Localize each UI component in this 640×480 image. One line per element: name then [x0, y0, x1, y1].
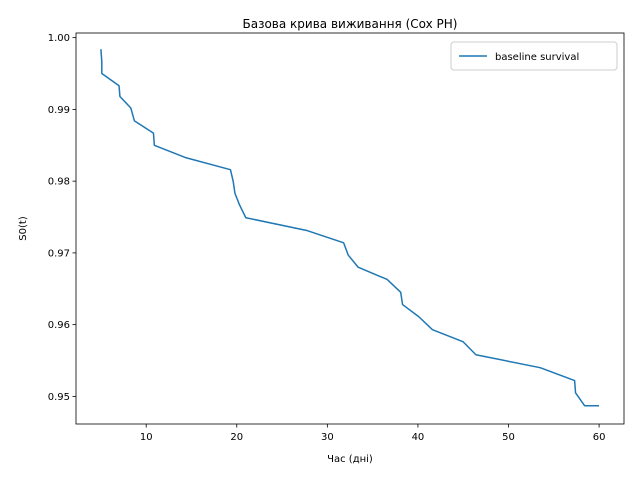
- x-axis-label: Час (дні): [327, 453, 373, 465]
- x-tick-label: 10: [140, 432, 153, 443]
- y-tick-label: 0.98: [48, 177, 70, 188]
- chart-title: Базова крива виживання (Cox PH): [243, 17, 458, 31]
- y-axis-label: S0(t): [18, 216, 29, 241]
- x-tick-label: 20: [230, 432, 243, 443]
- y-axis-ticks: 0.95 0.96 0.97 0.98 0.99 1.00: [48, 33, 76, 403]
- y-tick-label: 1.00: [48, 33, 70, 44]
- legend-label: baseline survival: [495, 52, 579, 63]
- legend-box: [450, 41, 618, 71]
- axes-frame: [75, 32, 625, 425]
- x-tick-label: 50: [502, 432, 515, 443]
- y-tick-label: 0.96: [48, 320, 70, 331]
- x-tick-label: 30: [321, 432, 334, 443]
- y-tick-label: 0.99: [48, 105, 70, 116]
- plot-area: [100, 49, 600, 407]
- series-line-baseline-survival: [100, 49, 600, 407]
- legend: baseline survival: [450, 41, 618, 71]
- x-tick-label: 60: [593, 432, 606, 443]
- x-tick-label: 40: [412, 432, 425, 443]
- y-tick-label: 0.97: [48, 248, 70, 259]
- x-axis-ticks: 10 20 30 40 50 60: [140, 424, 606, 443]
- y-tick-label: 0.95: [48, 392, 70, 403]
